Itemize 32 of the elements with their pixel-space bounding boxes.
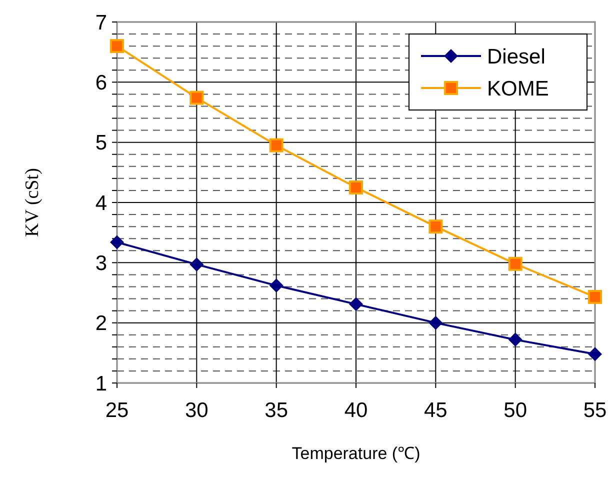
y-tick-label: 1 [95,372,107,396]
point [508,256,522,271]
point [190,257,204,272]
point [110,235,124,250]
y-tick-label: 7 [95,11,107,34]
x-tick-label: 30 [184,399,208,422]
y-tick-label: 4 [95,192,108,215]
point [508,332,522,347]
point [349,297,363,312]
x-tick-label: 55 [583,399,607,422]
x-tick-label: 25 [105,399,129,422]
legend-label: KOME [487,77,549,100]
legend-label: Diesel [487,45,546,68]
point [588,347,602,362]
point [428,316,443,330]
x-tick-label: 35 [264,399,288,422]
y-tick-label: 3 [95,252,107,276]
point [110,39,124,54]
point [428,220,443,234]
point [349,180,363,194]
point [269,138,284,152]
y-tick-label: 2 [95,312,107,336]
x-tick-label: 50 [504,399,528,422]
point [269,278,284,293]
y-tick-label: 5 [95,132,107,155]
x-tick-label: 45 [424,399,448,422]
x-tick-label: 40 [344,399,368,422]
point [588,290,602,304]
y-tick-label: 6 [95,72,107,95]
point [190,90,204,105]
y-axis-title: KV (cSt) [22,168,43,237]
x-axis-title: Temperature (℃) [292,444,420,463]
